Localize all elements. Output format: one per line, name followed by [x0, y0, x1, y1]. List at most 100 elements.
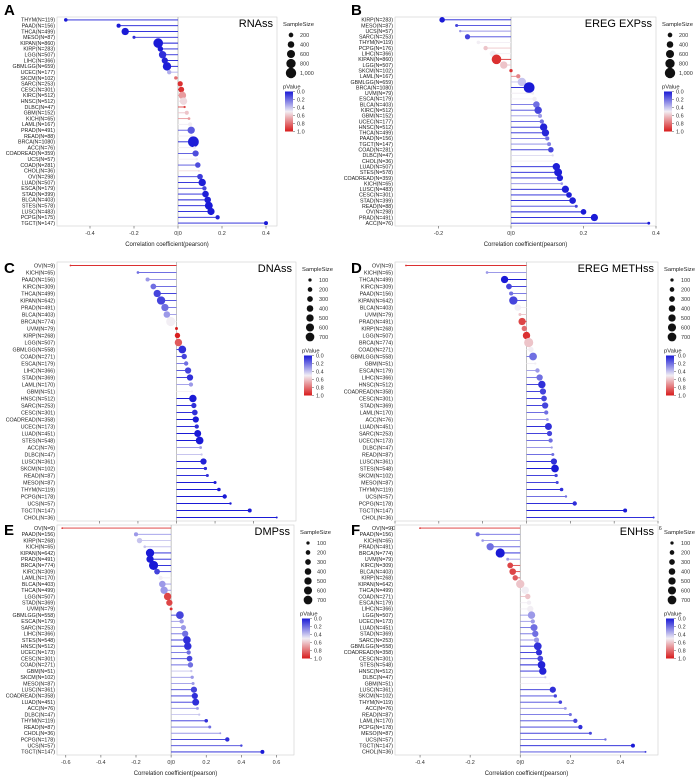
- lollipop-point: [537, 655, 544, 662]
- lollipop-point: [507, 562, 514, 569]
- x-tick-label: 0.2: [567, 760, 575, 766]
- category-label: UCEC(N=177): [359, 119, 394, 125]
- lollipop-point: [154, 568, 160, 575]
- category-label: HNSC(N=512): [359, 669, 394, 675]
- size-legend-label: 400: [317, 570, 326, 576]
- lollipop-point: [556, 174, 564, 182]
- size-legend-dot: [286, 49, 296, 59]
- panel-C: C DNAssOV(N=9)KICH(N=65)PAAD(N=156)KIRC(N…: [4, 260, 333, 543]
- lollipop-point: [181, 353, 187, 360]
- lollipop-point: [184, 367, 192, 374]
- size-legend-label: 100: [681, 278, 690, 284]
- size-legend-label: 700: [681, 335, 690, 341]
- lollipop-point: [532, 96, 537, 102]
- pvalue-tick-label: 0.0: [676, 90, 684, 96]
- lollipop-point: [459, 29, 462, 33]
- lollipop-point: [191, 409, 198, 416]
- category-label: PRAD(N=491): [359, 319, 393, 325]
- lollipop-point: [491, 54, 502, 65]
- panel-label: A: [4, 2, 15, 19]
- category-label: STES(N=578): [22, 203, 55, 209]
- category-label: DLBC(N=47): [25, 452, 56, 458]
- category-label: LIHC(N=366): [362, 607, 394, 613]
- lollipop-point: [200, 458, 207, 465]
- size-legend-label: 300: [681, 297, 690, 303]
- category-label: CESC(N=301): [359, 193, 393, 199]
- size-legend-dot: [667, 586, 677, 595]
- lollipop-point: [551, 154, 554, 157]
- category-label: KIRP(N=268): [23, 538, 55, 544]
- category-label: STAD(N=399): [360, 198, 393, 204]
- x-tick-label: 0.4: [617, 760, 625, 766]
- lollipop-point: [194, 430, 202, 437]
- lollipop-point: [190, 669, 193, 673]
- lollipop-point: [132, 35, 136, 39]
- lollipop-point: [533, 642, 542, 651]
- x-tick-label: 0.2: [580, 231, 588, 237]
- size-legend-dot: [307, 296, 313, 302]
- pvalue-tick-label: 0.2: [314, 625, 322, 631]
- lollipop-point: [526, 600, 532, 605]
- category-label: UVM(N=79): [365, 91, 393, 97]
- category-label: LUSC(N=483): [360, 187, 394, 193]
- panel-title: DMPss: [255, 526, 291, 538]
- category-label: PRAD(N=491): [359, 215, 393, 221]
- category-label: LUSC(N=361): [360, 459, 394, 465]
- lollipop-point: [191, 692, 198, 700]
- category-label: CHOL(N=36): [24, 731, 55, 737]
- category-label: DLBC(N=47): [363, 445, 394, 451]
- category-label: TGCT(N=147): [21, 750, 55, 756]
- lollipop-point: [148, 560, 159, 570]
- size-legend-title: SampleSize: [664, 267, 695, 273]
- category-label: LGG(N=507): [25, 53, 56, 59]
- category-label: OV(N=9): [34, 263, 55, 269]
- lollipop-point: [578, 724, 583, 730]
- lollipop-point: [568, 713, 572, 717]
- size-legend-dot: [305, 550, 311, 555]
- lollipop-point: [264, 221, 268, 226]
- lollipop-point: [196, 706, 199, 710]
- category-label: COADREAD(N=358): [344, 389, 394, 395]
- category-label: MESO(N=87): [361, 480, 393, 486]
- category-label: UCS(N=57): [27, 501, 55, 507]
- lollipop-point: [535, 649, 543, 656]
- category-label: KIRC(N=309): [23, 569, 55, 575]
- lollipop-point: [559, 487, 564, 492]
- category-label: UVM(N=79): [27, 607, 55, 613]
- lollipop-point: [197, 169, 200, 172]
- x-tick-label: -0.2: [434, 231, 443, 237]
- lollipop-point: [202, 190, 209, 198]
- x-tick-label: -0.2: [465, 760, 474, 766]
- category-label: READ(N=87): [24, 725, 55, 731]
- lollipop-point: [652, 516, 655, 519]
- pvalue-tick-label: 1.0: [678, 394, 686, 400]
- lollipop-point: [166, 316, 176, 327]
- category-label: THYM(N=119): [359, 40, 393, 46]
- lollipop-point: [539, 123, 548, 131]
- lollipop-point: [544, 410, 549, 415]
- lollipop-point: [189, 394, 197, 403]
- lollipop-point: [156, 296, 166, 305]
- size-legend-title: SampleSize: [302, 267, 333, 273]
- lollipop-point: [182, 630, 189, 637]
- category-label: ACC(N=76): [365, 221, 393, 227]
- category-label: CHOL(N=36): [362, 750, 393, 756]
- lollipop-point: [623, 508, 628, 513]
- category-label: THYM(N=119): [359, 700, 393, 706]
- x-axis-label: Correlation coefficient(pearson): [125, 242, 209, 248]
- lollipop-point: [197, 173, 203, 180]
- category-label: THCA(N=499): [359, 588, 393, 594]
- size-legend-dot: [304, 568, 312, 575]
- lollipop-point: [174, 338, 183, 347]
- panel-label: D: [351, 260, 362, 277]
- size-legend-dot: [670, 278, 674, 282]
- category-label: SARC(N=253): [359, 35, 393, 41]
- pvalue-tick-label: 0.8: [676, 122, 684, 128]
- category-label: ESCA(N=179): [21, 619, 55, 625]
- category-label: THCA(N=499): [21, 29, 55, 35]
- lollipop-point: [198, 178, 206, 187]
- category-label: STES(N=578): [360, 170, 393, 176]
- pvalue-tick-label: 0.2: [678, 625, 686, 631]
- size-legend-dot: [667, 595, 677, 605]
